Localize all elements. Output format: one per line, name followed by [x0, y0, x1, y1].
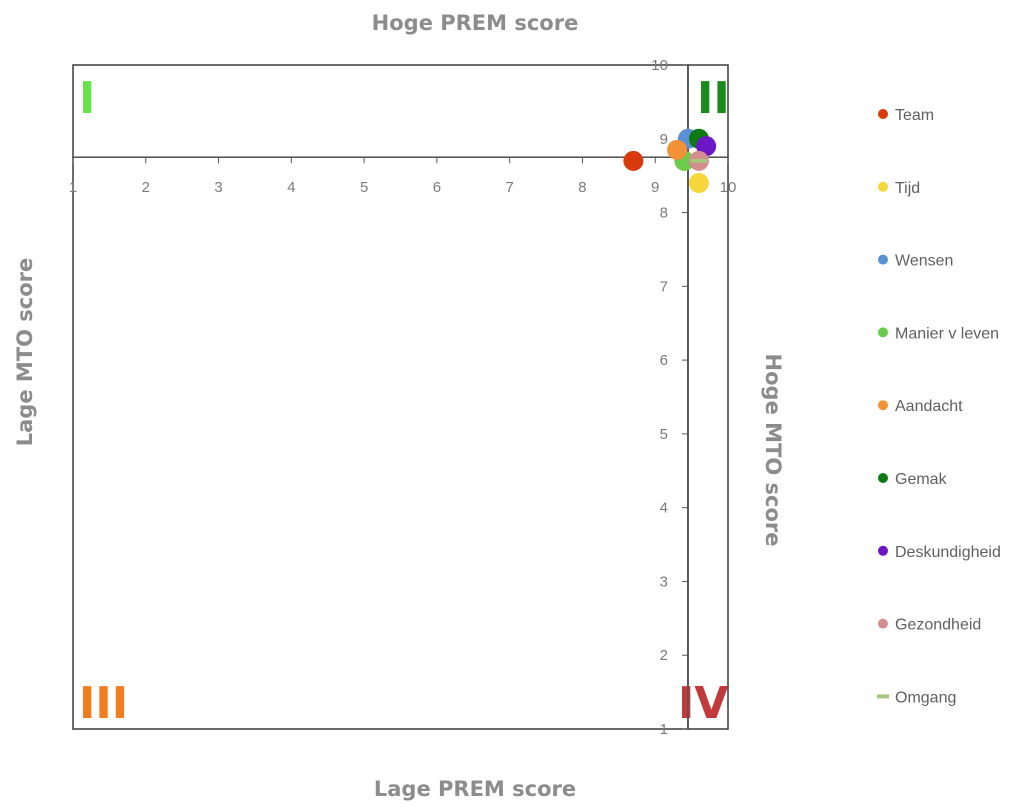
legend-marker — [878, 400, 888, 411]
legend-item-aandacht: Aandacht — [895, 398, 963, 415]
legend-item-omgang: Omgang — [895, 689, 956, 706]
left-axis-title: Lage MTO score — [13, 258, 37, 447]
legend-item-wensen: Wensen — [895, 253, 953, 270]
quadrant-label-4: IV — [678, 678, 728, 729]
quadrant-box-3 — [72, 156, 689, 730]
legend-marker — [878, 327, 888, 338]
x-tick-label: 8 — [578, 179, 586, 196]
x-tick-label: 6 — [433, 179, 441, 196]
legend-marker — [878, 473, 888, 483]
quadrant-box-1 — [72, 64, 689, 158]
x-tick-label: 10 — [720, 179, 737, 196]
y-tick-label: 1 — [660, 721, 668, 738]
x-tick-label: 1 — [69, 179, 77, 196]
y-tick-label: 9 — [660, 131, 668, 148]
y-tick-label: 4 — [660, 500, 668, 517]
legend-marker — [878, 181, 888, 192]
data-points — [623, 128, 717, 194]
legend-marker — [877, 694, 889, 699]
legend-marker — [878, 109, 888, 119]
legend-item-manier-v-leven: Manier v leven — [895, 325, 999, 342]
point-aandacht — [667, 139, 688, 160]
y-tick-label: 5 — [660, 426, 668, 443]
legend-marker — [878, 618, 888, 629]
quadrant-box-4 — [687, 156, 729, 730]
point-tijd — [688, 173, 709, 194]
x-tick-label: 7 — [505, 179, 513, 196]
legend-item-tijd: Tijd — [895, 180, 920, 197]
bottom-axis-title: Lage PREM score — [374, 777, 576, 801]
quadrant-label-2: II — [697, 73, 730, 124]
x-tick-label: 5 — [360, 179, 368, 196]
x-tick-label: 3 — [214, 179, 222, 196]
legend-item-gemak: Gemak — [895, 471, 948, 488]
top-axis-title: Hoge PREM score — [372, 11, 579, 35]
x-tick-label: 9 — [651, 179, 659, 196]
legend-item-deskundigheid: Deskundigheid — [895, 544, 1001, 561]
legend-marker — [878, 254, 888, 265]
legend-marker — [878, 545, 888, 556]
right-axis-title: Hoge MTO score — [761, 354, 785, 547]
point-team — [623, 150, 644, 171]
y-tick-label: 6 — [660, 352, 668, 369]
legend: Team Tijd Wensen Manier v leven Aandacht Gema… — [877, 107, 1001, 706]
y-tick-label: 7 — [660, 278, 668, 295]
y-tick-label: 2 — [660, 647, 668, 664]
legend-item-gezondheid: Gezondheid — [895, 617, 981, 634]
y-tick-label: 10 — [651, 57, 668, 74]
x-tick-label: 4 — [287, 179, 295, 196]
point-deskundigheid — [696, 136, 717, 157]
y-tick-label: 3 — [660, 573, 668, 590]
legend-item-team: Team — [895, 107, 934, 124]
quadrant-label-3: III — [79, 678, 128, 729]
y-tick-label: 8 — [660, 205, 668, 222]
x-tick-label: 2 — [142, 179, 150, 196]
point-omgang — [690, 158, 707, 163]
quadrant-label-1: I — [79, 73, 95, 124]
